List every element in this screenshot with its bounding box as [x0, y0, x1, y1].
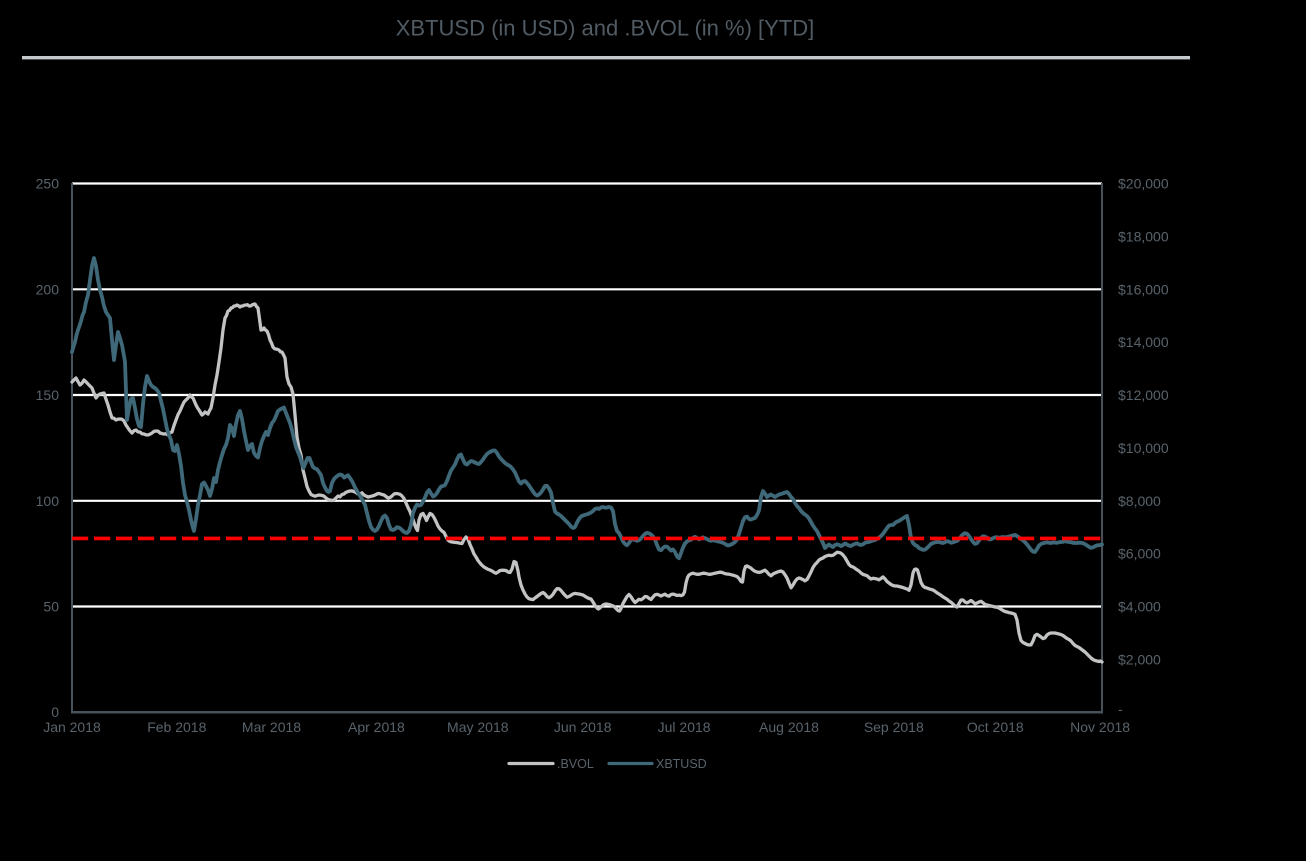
svg-text:$20,000: $20,000 — [1118, 176, 1169, 192]
svg-text:$10,000: $10,000 — [1118, 440, 1169, 456]
svg-text:$12,000: $12,000 — [1118, 387, 1169, 403]
svg-text:$18,000: $18,000 — [1118, 228, 1169, 244]
svg-text:250: 250 — [36, 176, 60, 192]
svg-text:-: - — [1118, 701, 1123, 717]
svg-text:50: 50 — [43, 599, 59, 615]
svg-text:200: 200 — [36, 281, 60, 297]
svg-text:XBTUSD (in USD) and .BVOL (in: XBTUSD (in USD) and .BVOL (in %) [YTD] — [396, 16, 815, 41]
svg-text:0: 0 — [51, 704, 59, 720]
svg-text:Jan 2018: Jan 2018 — [43, 719, 101, 735]
svg-text:100: 100 — [36, 493, 60, 509]
svg-text:.BVOL: .BVOL — [557, 757, 594, 771]
svg-text:XBTUSD: XBTUSD — [656, 757, 707, 771]
svg-text:$6,000: $6,000 — [1118, 546, 1161, 562]
svg-text:May 2018: May 2018 — [447, 719, 509, 735]
svg-text:$14,000: $14,000 — [1118, 334, 1169, 350]
svg-text:Aug 2018: Aug 2018 — [759, 719, 819, 735]
svg-text:Jun 2018: Jun 2018 — [554, 719, 612, 735]
svg-text:Feb 2018: Feb 2018 — [147, 719, 206, 735]
svg-text:$8,000: $8,000 — [1118, 493, 1161, 509]
svg-text:$4,000: $4,000 — [1118, 599, 1161, 615]
svg-text:Sep 2018: Sep 2018 — [864, 719, 924, 735]
svg-text:150: 150 — [36, 387, 60, 403]
svg-text:Apr 2018: Apr 2018 — [348, 719, 405, 735]
svg-text:Mar 2018: Mar 2018 — [242, 719, 301, 735]
svg-text:Jul 2018: Jul 2018 — [658, 719, 711, 735]
svg-text:$2,000: $2,000 — [1118, 651, 1161, 667]
svg-text:Oct 2018: Oct 2018 — [967, 719, 1024, 735]
svg-text:Nov 2018: Nov 2018 — [1070, 719, 1130, 735]
svg-text:$16,000: $16,000 — [1118, 281, 1169, 297]
